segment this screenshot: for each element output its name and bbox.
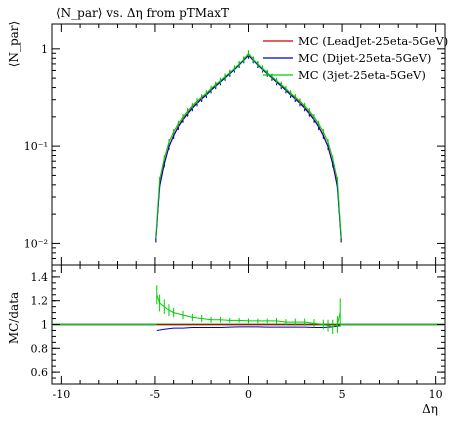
legend-entry: MC (3jet-25eta-5GeV): [298, 68, 426, 82]
ratio-series-line-1: [156, 325, 341, 331]
series-line-1: [155, 54, 342, 240]
main-y-axis-label: ⟨N_par⟩: [7, 21, 21, 67]
main-y-tick-label: 1: [41, 43, 48, 56]
x-tick-label: -5: [150, 388, 161, 401]
legend-entry: MC (LeadJet-25eta-5GeV): [298, 34, 448, 48]
x-axis-label: Δη: [422, 402, 438, 416]
ratio-y-tick-label: 0.6: [31, 366, 49, 379]
ratio-series-line-2: [156, 294, 341, 328]
x-tick-label: 0: [245, 388, 252, 401]
main-plot-area: [155, 50, 342, 243]
ratio-y-axis: 0.6 0.8 1 1.2 1.4: [31, 270, 445, 385]
main-y-tick-label: 10⁻¹: [24, 140, 48, 153]
main-plot: 10⁻² 10⁻¹ 1 ⟨N_par⟩ ⟨N_par⟩ vs. Δη from pT…: [7, 6, 448, 266]
ratio-plot-area: [52, 285, 445, 335]
main-x-axis: [60, 24, 437, 265]
legend: MC (LeadJet-25eta-5GeV) MC (Dijet-25eta-5…: [263, 34, 448, 82]
ratio-x-axis: -10 -5 0 5 10: [52, 265, 443, 401]
x-tick-label: 5: [339, 388, 346, 401]
chart-title: ⟨N_par⟩ vs. Δη from pTMaxT: [56, 6, 229, 20]
x-tick-label: -10: [52, 388, 70, 401]
ratio-plot: 0.6 0.8 1 1.2 1.4 -10 -5 0 5 10 MC/data Δη: [7, 264, 446, 416]
ratio-y-tick-label: 1.2: [31, 295, 49, 308]
legend-entry: MC (Dijet-25eta-5GeV): [298, 51, 431, 65]
ratio-y-tick-label: 1: [41, 319, 48, 332]
x-tick-label: 10: [429, 388, 443, 401]
ratio-y-axis-label: MC/data: [7, 292, 21, 344]
ratio-y-tick-label: 1.4: [31, 271, 49, 284]
ratio-y-tick-label: 0.8: [31, 342, 49, 355]
main-y-tick-label: 10⁻²: [24, 237, 48, 250]
series-line-0: [155, 54, 342, 240]
